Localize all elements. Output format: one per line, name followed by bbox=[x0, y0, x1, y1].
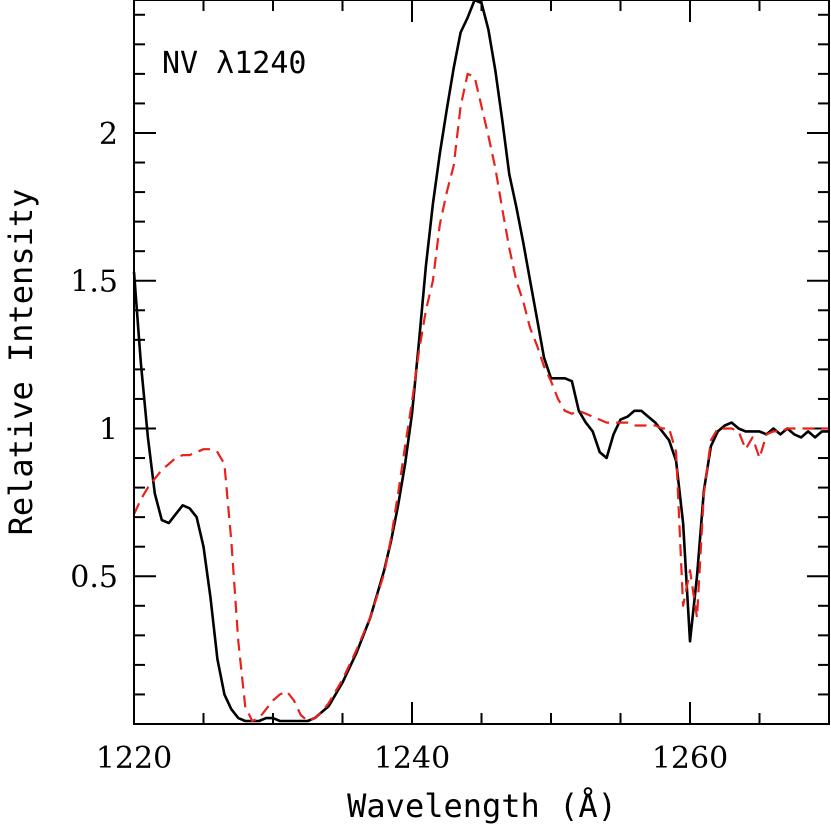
x-tick-label: 1240 bbox=[374, 741, 450, 776]
series-line-1 bbox=[132, 0, 829, 723]
y-axis-title: Relative Intensity bbox=[2, 189, 40, 536]
plot-frame bbox=[133, 0, 830, 725]
x-tick-label: 1220 bbox=[96, 741, 172, 776]
tick-labels: 1220 1240 1260 0.5 1 1.5 2 bbox=[70, 117, 728, 776]
series-layer bbox=[132, 0, 829, 723]
series-line-2 bbox=[133, 72, 829, 723]
y-tick-label: 2 bbox=[99, 117, 118, 152]
x-axis-title: Wavelength (Å) bbox=[347, 787, 617, 825]
y-tick-label: 1.5 bbox=[70, 265, 118, 300]
line-annotation: NV λ1240 bbox=[162, 46, 307, 81]
y-tick-label: 0.5 bbox=[70, 560, 118, 595]
y-tick-label: 1 bbox=[99, 412, 118, 447]
x-tick-label: 1260 bbox=[652, 741, 728, 776]
